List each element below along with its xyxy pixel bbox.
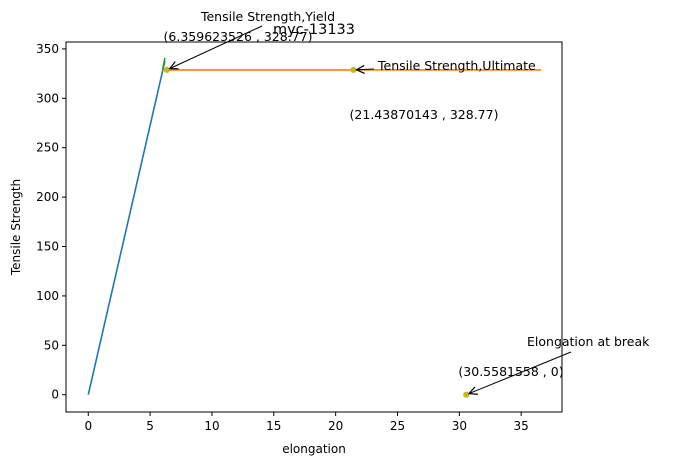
annotation-break-value: (30.5581558 , 0) [458,364,563,379]
annotation-ultimate-arrow [356,69,375,70]
x-tick-label: 15 [266,419,281,433]
y-axis-ticks: 0 50 100 150 200 250 300 350 [36,42,66,402]
x-axis-label: elongation [282,442,346,456]
y-tick-label: 350 [36,42,59,56]
annotation-break-label: Elongation at break [527,334,650,349]
annotation-ultimate-value: (21.43870143 , 328.77) [350,107,499,122]
point-ultimate [350,66,357,73]
y-tick-label: 250 [36,141,59,155]
x-tick-label: 25 [390,419,405,433]
y-tick-label: 200 [36,190,59,204]
y-tick-label: 0 [51,388,59,402]
series-line-2 [161,57,166,71]
x-tick-label: 10 [204,419,219,433]
x-tick-label: 30 [452,419,467,433]
annotation-layer: Tensile Strength,Yield (6.359623526 , 328… [164,9,650,394]
point-yield [163,66,171,73]
x-tick-label: 0 [84,419,92,433]
y-tick-label: 50 [44,338,59,352]
annotation-break-arrow [469,351,572,394]
x-tick-label: 35 [514,419,529,433]
x-axis-ticks: 0 5 10 15 20 25 30 35 [84,412,529,433]
chart-title: myc-13133 [273,22,355,38]
series-line-0 [87,60,166,395]
annotation-yield-value: (6.359623526 , 328.77) [164,29,313,44]
plot-area [66,42,562,412]
annotation-ultimate-label: Tensile Strength,Ultimate [377,58,536,73]
plot-frame [65,41,563,413]
y-tick-label: 300 [36,91,59,105]
x-tick-label: 20 [328,419,343,433]
y-axis-label: Tensile Strength [9,179,23,276]
annotation-yield-arrow [170,25,263,69]
y-tick-label: 100 [36,289,59,303]
x-tick-label: 5 [146,419,154,433]
y-tick-label: 150 [36,240,59,254]
point-break [463,391,470,398]
annotation-yield-label: Tensile Strength,Yield [200,9,335,24]
